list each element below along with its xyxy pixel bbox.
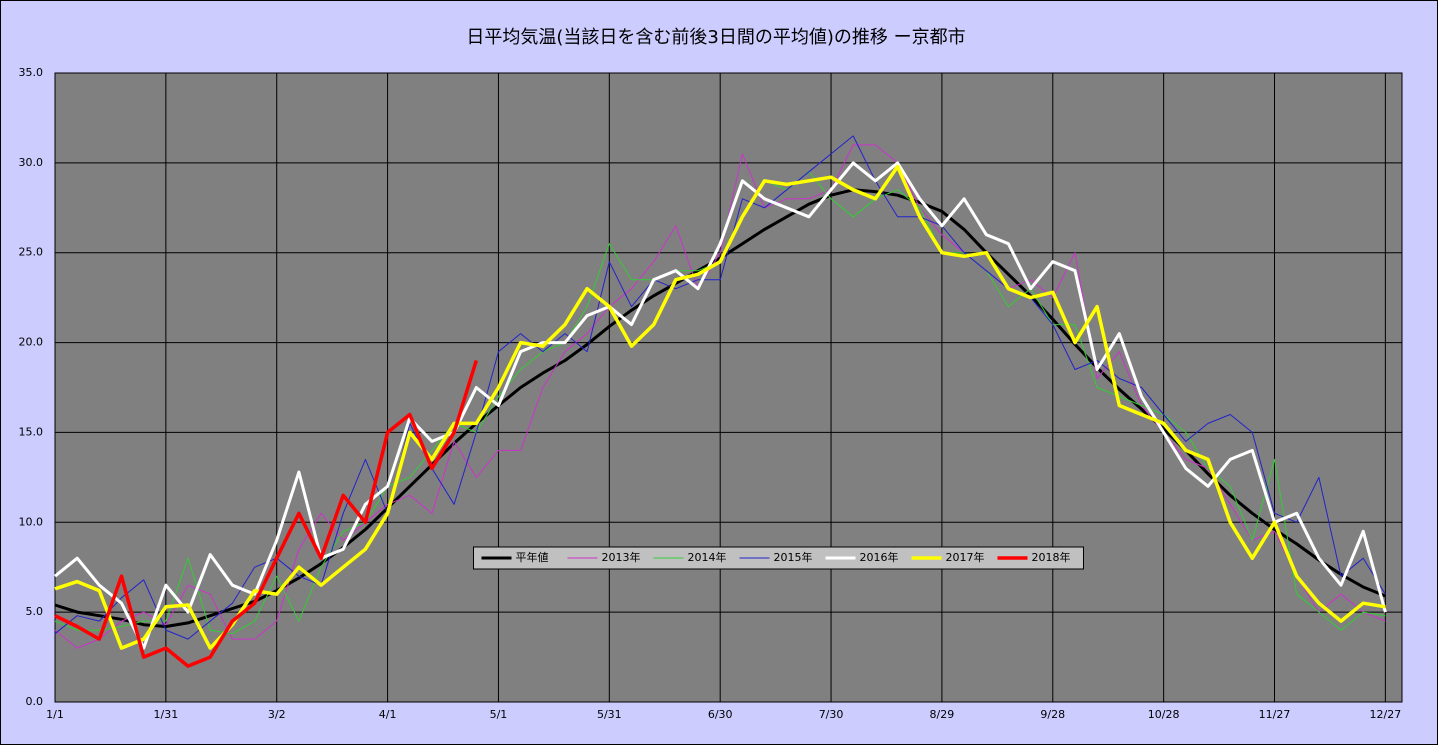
x-tick-label: 4/1: [379, 708, 397, 721]
y-tick-label: 15.0: [19, 425, 44, 438]
x-tick-label: 3/2: [268, 708, 286, 721]
y-tick-label: 10.0: [19, 515, 44, 528]
y-tick-label: 35.0: [19, 66, 44, 79]
y-tick-label: 30.0: [19, 156, 44, 169]
x-tick-label: 9/28: [1040, 708, 1065, 721]
x-tick-label: 5/31: [597, 708, 622, 721]
legend-box: [473, 546, 1084, 570]
chart-title: 日平均気温(当該日を含む前後3日間の平均値)の推移 ー京都市: [466, 27, 965, 48]
x-tick-label: 7/30: [819, 708, 844, 721]
legend-label: 2018年: [1032, 550, 1071, 564]
y-tick-label: 20.0: [19, 336, 44, 349]
series-line: [54, 161, 1387, 650]
series-line: [54, 359, 478, 668]
legend: 平年値 2013年 2014年 2015年 2016年 2017年 2018年: [473, 546, 1084, 570]
legend-label: 2016年: [860, 550, 899, 564]
series-line: [54, 164, 1386, 650]
x-tick-label: 1/1: [46, 708, 64, 721]
legend-label: 2017年: [946, 550, 985, 564]
y-tick-label: 5.0: [26, 605, 44, 618]
legend-label: 2014年: [688, 550, 727, 564]
y-tick-label: 25.0: [19, 246, 44, 259]
x-tick-label: 12/27: [1370, 708, 1402, 721]
legend-label: 平年値: [516, 550, 549, 564]
x-tick-label: 8/29: [930, 708, 955, 721]
legend-label: 2013年: [602, 550, 641, 564]
x-tick-label: 5/1: [490, 708, 508, 721]
x-tick-label: 10/28: [1148, 708, 1180, 721]
x-tick-label: 11/27: [1259, 708, 1291, 721]
x-tick-label: 1/31: [154, 708, 179, 721]
y-tick-label: 0.0: [26, 695, 44, 708]
x-tick-label: 6/30: [708, 708, 733, 721]
plot-area: [54, 72, 1403, 703]
legend-label: 2015年: [774, 550, 813, 564]
